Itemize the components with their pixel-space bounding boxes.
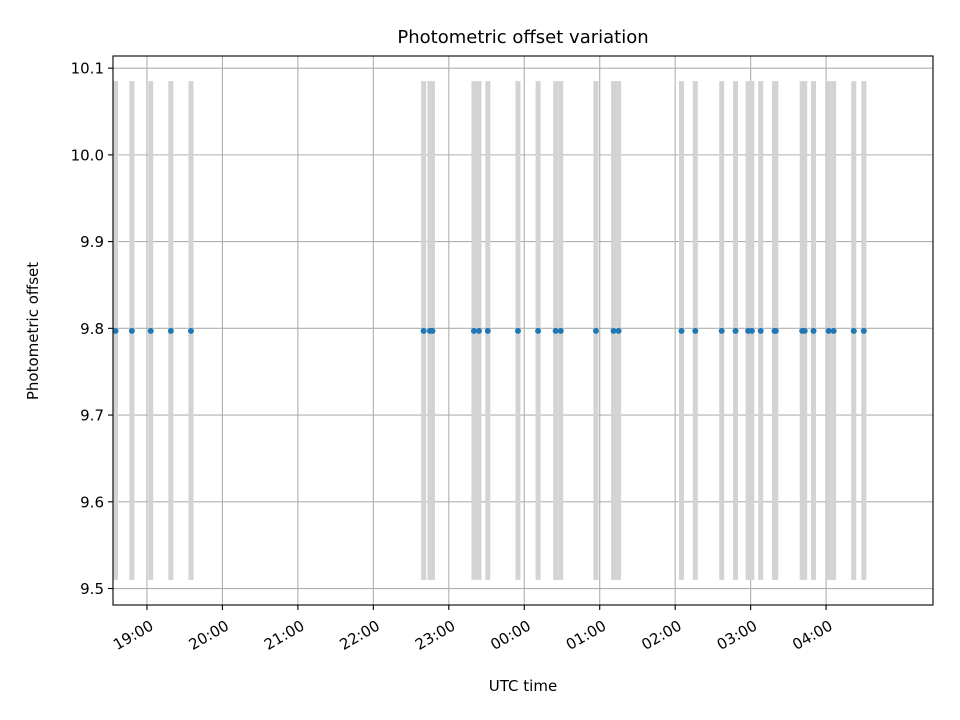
y-tick-label: 9.9 <box>80 233 104 251</box>
grid-lines <box>113 56 933 605</box>
data-point <box>810 327 817 334</box>
data-point <box>830 327 837 334</box>
data-point <box>757 327 764 334</box>
y-tick-label: 10.1 <box>71 60 104 78</box>
data-point <box>678 327 685 334</box>
data-point <box>552 327 559 334</box>
y-tick-label: 9.5 <box>80 580 104 598</box>
y-tick-label: 9.8 <box>80 320 104 338</box>
y-tick-label: 9.6 <box>80 493 104 511</box>
data-point <box>484 327 491 334</box>
data-point <box>732 327 739 334</box>
data-point <box>470 327 477 334</box>
data-point <box>475 327 482 334</box>
data-point <box>801 327 808 334</box>
data-point <box>147 327 154 334</box>
data-point <box>772 327 779 334</box>
x-axis-label: UTC time <box>489 677 557 695</box>
data-point <box>535 327 542 334</box>
data-point <box>748 327 755 334</box>
data-point <box>718 327 725 334</box>
data-points <box>112 327 867 334</box>
axes-frame <box>112 55 934 606</box>
data-point <box>825 327 832 334</box>
data-point <box>112 327 119 334</box>
data-point <box>557 327 564 334</box>
data-point <box>420 327 427 334</box>
data-point <box>615 327 622 334</box>
data-point <box>592 327 599 334</box>
y-tick-label: 10.0 <box>71 146 104 164</box>
data-point <box>860 327 867 334</box>
data-point <box>167 327 174 334</box>
data-point <box>187 327 194 334</box>
data-point <box>692 327 699 334</box>
data-point <box>850 327 857 334</box>
data-point <box>514 327 521 334</box>
data-point <box>128 327 135 334</box>
chart-title: Photometric offset variation <box>397 27 648 48</box>
y-tick-label: 9.7 <box>80 407 104 425</box>
y-axis-label: Photometric offset <box>24 262 42 400</box>
plot-area <box>113 56 933 605</box>
data-point <box>610 327 617 334</box>
data-point <box>429 327 436 334</box>
